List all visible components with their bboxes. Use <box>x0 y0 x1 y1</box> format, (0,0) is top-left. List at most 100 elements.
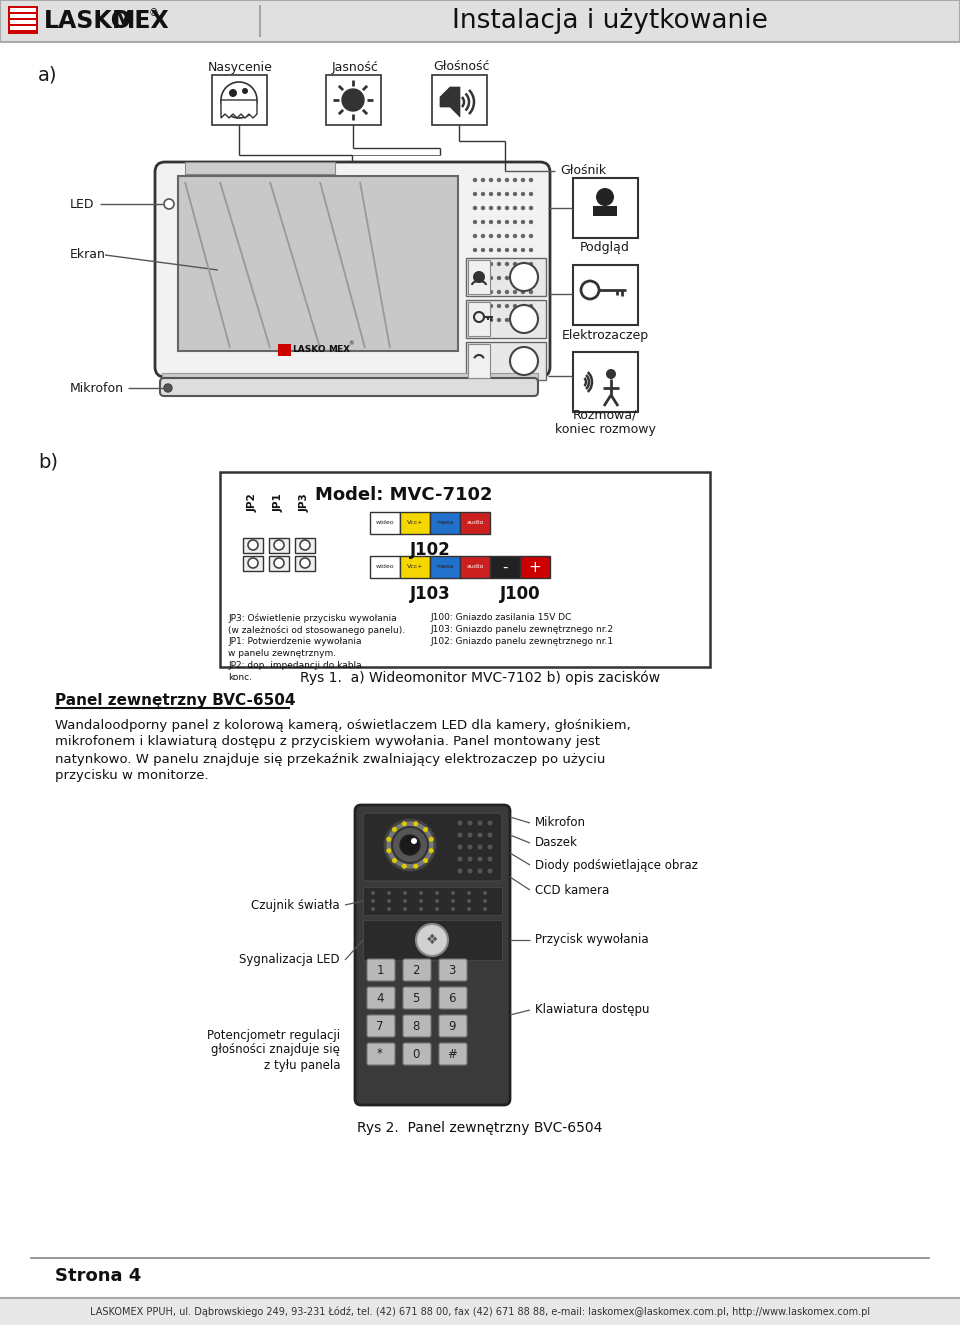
Circle shape <box>489 303 493 309</box>
Bar <box>185 162 335 174</box>
Bar <box>220 472 710 666</box>
Text: Mikrofon: Mikrofon <box>70 382 124 395</box>
Bar <box>573 265 638 325</box>
Bar <box>363 920 502 961</box>
Circle shape <box>300 541 310 550</box>
Circle shape <box>413 864 419 869</box>
Circle shape <box>403 908 407 912</box>
Circle shape <box>402 822 407 827</box>
Circle shape <box>164 199 174 209</box>
Circle shape <box>489 318 493 322</box>
Circle shape <box>481 248 485 252</box>
Text: 2: 2 <box>412 963 420 977</box>
Text: 1: 1 <box>376 963 384 977</box>
Bar <box>400 511 430 534</box>
Text: Klawiatura dostępu: Klawiatura dostępu <box>535 1003 650 1016</box>
Circle shape <box>520 276 525 280</box>
Circle shape <box>488 844 492 849</box>
Circle shape <box>371 898 375 904</box>
Circle shape <box>520 248 525 252</box>
FancyBboxPatch shape <box>403 1043 431 1065</box>
Text: wideo: wideo <box>375 521 395 526</box>
Text: Strona 4: Strona 4 <box>55 1267 141 1285</box>
Text: Mikrofon: Mikrofon <box>535 816 586 829</box>
Bar <box>8 7 38 34</box>
Circle shape <box>429 848 434 853</box>
Circle shape <box>529 178 533 183</box>
Bar <box>460 556 490 578</box>
Circle shape <box>520 192 525 196</box>
Text: Podgląd: Podgląd <box>580 241 630 254</box>
Text: 8: 8 <box>412 1019 420 1032</box>
Circle shape <box>477 832 483 837</box>
Circle shape <box>458 832 463 837</box>
Text: 4: 4 <box>376 991 384 1004</box>
Text: JP3: JP3 <box>300 493 310 511</box>
Circle shape <box>505 192 509 196</box>
Circle shape <box>274 541 284 550</box>
Bar <box>573 178 638 238</box>
Circle shape <box>472 178 477 183</box>
Circle shape <box>505 220 509 224</box>
Circle shape <box>472 205 477 211</box>
Circle shape <box>468 868 472 873</box>
Bar <box>243 538 263 553</box>
Bar <box>370 556 400 578</box>
Circle shape <box>371 908 375 912</box>
Circle shape <box>488 856 492 861</box>
Circle shape <box>529 262 533 266</box>
Circle shape <box>403 898 407 904</box>
Text: z tyłu panela: z tyłu panela <box>263 1059 340 1072</box>
Text: (w zależności od stosowanego panelu).: (w zależności od stosowanego panelu). <box>228 625 405 635</box>
Circle shape <box>164 384 172 392</box>
Circle shape <box>489 290 493 294</box>
Circle shape <box>529 276 533 280</box>
Circle shape <box>472 276 477 280</box>
Bar <box>295 538 315 553</box>
Circle shape <box>472 262 477 266</box>
Circle shape <box>472 303 477 309</box>
FancyBboxPatch shape <box>367 959 395 980</box>
FancyBboxPatch shape <box>439 959 467 980</box>
Text: MEX: MEX <box>328 346 350 355</box>
Text: Elektrozaczep: Elektrozaczep <box>562 330 649 342</box>
Circle shape <box>400 835 420 855</box>
Text: LASKO: LASKO <box>292 346 325 355</box>
Text: Jasność: Jasność <box>331 61 378 73</box>
Circle shape <box>505 205 509 211</box>
Text: Głośnik: Głośnik <box>560 164 606 178</box>
Bar <box>468 344 490 378</box>
Bar <box>520 556 550 578</box>
Circle shape <box>481 303 485 309</box>
Circle shape <box>435 890 439 894</box>
FancyBboxPatch shape <box>439 1015 467 1037</box>
Bar <box>468 260 490 294</box>
Circle shape <box>505 248 509 252</box>
Text: masa: masa <box>437 521 453 526</box>
Circle shape <box>451 890 455 894</box>
Circle shape <box>392 827 428 863</box>
Circle shape <box>505 276 509 280</box>
Circle shape <box>505 262 509 266</box>
Bar <box>295 556 315 571</box>
Bar <box>178 176 458 351</box>
Text: JP2: JP2 <box>248 493 258 511</box>
Circle shape <box>529 318 533 322</box>
Bar <box>573 352 638 412</box>
Circle shape <box>497 178 501 183</box>
Text: JP1: JP1 <box>274 493 284 511</box>
Circle shape <box>481 192 485 196</box>
Bar <box>363 886 502 916</box>
Circle shape <box>505 318 509 322</box>
Bar <box>0 0 960 42</box>
Bar <box>490 556 520 578</box>
Circle shape <box>497 262 501 266</box>
Circle shape <box>467 908 471 912</box>
Circle shape <box>429 837 434 841</box>
Circle shape <box>529 205 533 211</box>
Bar <box>10 26 36 30</box>
FancyBboxPatch shape <box>160 378 538 396</box>
Circle shape <box>505 233 509 238</box>
Circle shape <box>489 220 493 224</box>
Circle shape <box>529 192 533 196</box>
